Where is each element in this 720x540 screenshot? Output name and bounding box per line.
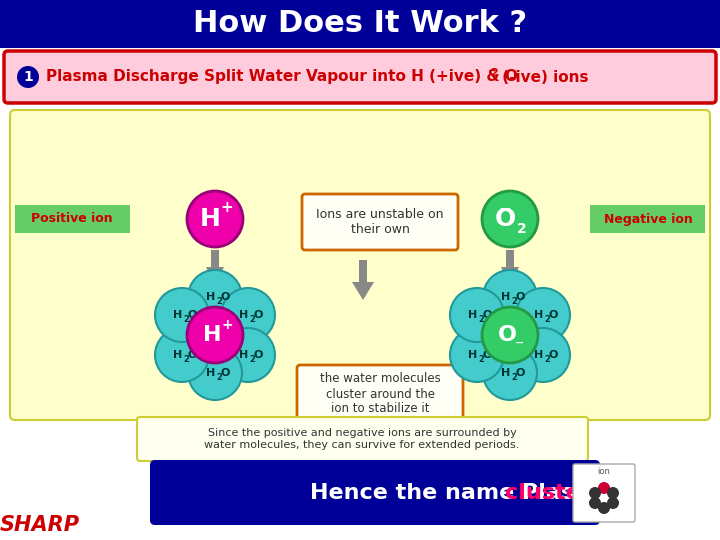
Text: Hence the name Plasma: Hence the name Plasma [310,483,613,503]
Text: 2: 2 [216,296,222,306]
Polygon shape [352,282,374,300]
FancyBboxPatch shape [15,205,130,233]
Text: O: O [253,310,263,320]
Text: 2: 2 [544,354,550,363]
Circle shape [155,288,209,342]
Text: H: H [174,350,183,360]
Text: O: O [549,310,558,320]
Text: 2: 2 [478,314,484,323]
Text: O: O [516,368,525,378]
Circle shape [482,191,538,247]
Circle shape [516,328,570,382]
FancyBboxPatch shape [137,417,588,461]
Polygon shape [501,267,519,285]
Text: Negative ion: Negative ion [603,213,693,226]
Text: 2: 2 [249,314,255,323]
Polygon shape [206,267,224,285]
Bar [0,0,720,48]
Circle shape [598,502,610,514]
Circle shape [482,307,538,363]
Text: −: − [516,338,525,348]
Text: H: H [534,350,544,360]
Circle shape [607,487,619,499]
Text: 2: 2 [249,354,255,363]
Circle shape [221,288,275,342]
Text: O: O [516,292,525,302]
FancyBboxPatch shape [590,205,705,233]
Text: SHARP: SHARP [0,515,80,535]
Circle shape [607,497,619,509]
Text: 2: 2 [478,354,484,363]
Text: the water molecules
cluster around the
ion to stabilize it: the water molecules cluster around the i… [320,373,441,415]
Text: Ions are unstable on
their own: Ions are unstable on their own [316,208,444,236]
Text: +: + [220,199,233,214]
Text: H: H [199,207,220,231]
Text: H: H [174,310,183,320]
Text: How Does It Work ?: How Does It Work ? [193,10,527,38]
Text: H: H [469,350,477,360]
Text: H: H [239,310,248,320]
Text: H: H [207,368,215,378]
Circle shape [516,288,570,342]
Text: Positive ion: Positive ion [31,213,113,226]
Circle shape [450,328,504,382]
Circle shape [155,328,209,382]
Text: 2: 2 [511,296,517,306]
Text: 2: 2 [216,373,222,381]
Text: O: O [549,350,558,360]
Circle shape [598,482,610,494]
Text: O: O [482,310,492,320]
Text: 2: 2 [544,314,550,323]
Circle shape [188,346,242,400]
Text: H: H [469,310,477,320]
Text: O: O [253,350,263,360]
FancyBboxPatch shape [4,51,716,103]
Circle shape [221,328,275,382]
Text: 1: 1 [23,70,33,84]
Text: +: + [221,318,233,332]
Text: O: O [498,325,516,345]
Text: O: O [187,350,197,360]
Circle shape [589,487,601,499]
Text: 2: 2 [183,314,189,323]
Text: O: O [495,207,516,231]
Circle shape [17,66,39,88]
Circle shape [589,497,601,509]
FancyBboxPatch shape [150,460,600,525]
Bar [212,250,219,267]
FancyBboxPatch shape [10,110,710,420]
Text: Plasma Discharge Split Water Vapour into H (+ive) & O: Plasma Discharge Split Water Vapour into… [46,70,518,84]
Text: Since the positive and negative ions are surrounded by
water molecules, they can: Since the positive and negative ions are… [204,428,520,450]
Text: 2: 2 [183,354,189,363]
Text: H: H [203,325,221,345]
Text: H: H [207,292,215,302]
Text: H: H [501,368,510,378]
Text: 2: 2 [517,222,527,236]
Text: H: H [501,292,510,302]
Bar [506,250,513,267]
Circle shape [187,307,243,363]
Text: O: O [220,292,230,302]
Text: (-ive) ions: (-ive) ions [497,70,588,84]
Circle shape [483,346,537,400]
Text: O: O [187,310,197,320]
Text: −: − [499,202,511,218]
Circle shape [187,191,243,247]
Text: H: H [239,350,248,360]
FancyBboxPatch shape [302,194,458,250]
Text: ion: ion [598,467,611,476]
Text: 2: 2 [490,68,498,78]
FancyBboxPatch shape [297,365,463,423]
Text: O: O [220,368,230,378]
Bar [359,260,367,282]
Text: O: O [482,350,492,360]
Circle shape [450,288,504,342]
Circle shape [188,270,242,324]
Text: H: H [534,310,544,320]
Text: 2: 2 [511,373,517,381]
Text: cluster: cluster [505,483,592,503]
Circle shape [483,270,537,324]
FancyBboxPatch shape [573,464,635,522]
